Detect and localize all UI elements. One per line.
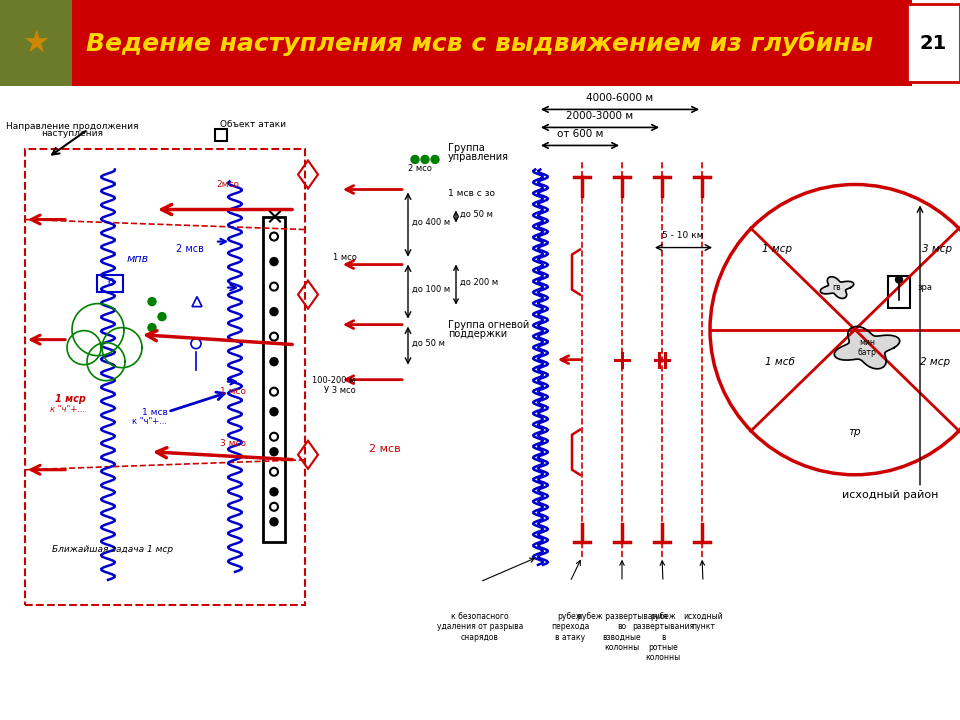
Bar xyxy=(215,130,227,141)
Circle shape xyxy=(896,276,902,283)
Text: до 400 м: до 400 м xyxy=(412,217,450,227)
Text: 2 мср: 2 мср xyxy=(920,356,950,366)
Text: б: б xyxy=(107,278,113,287)
Circle shape xyxy=(270,358,278,366)
Text: до 200 м: до 200 м xyxy=(460,278,498,287)
Circle shape xyxy=(431,156,439,163)
Text: рубеж развертывания
во
взводные
колонны: рубеж развертывания во взводные колонны xyxy=(577,612,667,652)
Text: 2 мсв: 2 мсв xyxy=(176,243,204,253)
FancyBboxPatch shape xyxy=(907,4,960,82)
Text: мин
батр: мин батр xyxy=(857,338,876,357)
Text: тр: тр xyxy=(849,427,861,437)
Circle shape xyxy=(411,156,419,163)
Text: 1 мсо: 1 мсо xyxy=(220,387,246,396)
Text: до 100 м: до 100 м xyxy=(412,284,450,294)
Text: 2 мсо: 2 мсо xyxy=(408,164,432,174)
Text: управления: управления xyxy=(448,153,509,163)
Text: рубеж
развертывания
в
ротные
колонны: рубеж развертывания в ротные колонны xyxy=(632,612,694,662)
Circle shape xyxy=(148,323,156,332)
Text: Ведение наступления мсв с выдвижением из глубины: Ведение наступления мсв с выдвижением из… xyxy=(86,31,874,55)
Polygon shape xyxy=(834,326,900,369)
Text: Группа: Группа xyxy=(448,143,485,153)
Bar xyxy=(263,217,285,542)
Text: 4000-6000 м: 4000-6000 м xyxy=(587,94,654,104)
Text: 3 мсо: 3 мсо xyxy=(220,438,246,448)
Text: 5 - 10 км: 5 - 10 км xyxy=(662,230,704,240)
Text: 1 мсв: 1 мсв xyxy=(142,408,168,417)
Text: гв: гв xyxy=(832,283,841,292)
Bar xyxy=(97,274,123,292)
Text: 1 мсв с зо: 1 мсв с зо xyxy=(448,189,495,197)
Text: 1 мср: 1 мср xyxy=(55,394,85,404)
Text: 2мсо: 2мсо xyxy=(217,181,239,189)
Circle shape xyxy=(270,448,278,456)
FancyBboxPatch shape xyxy=(0,0,72,86)
Text: до 50 м: до 50 м xyxy=(460,210,492,219)
Circle shape xyxy=(270,408,278,415)
Text: Направление продолжения: Направление продолжения xyxy=(6,122,138,132)
Text: мпв: мпв xyxy=(127,253,149,264)
Text: 3 мср: 3 мср xyxy=(922,243,952,253)
Text: исходный район: исходный район xyxy=(842,490,938,500)
Text: к "ч"+...: к "ч"+... xyxy=(50,405,85,414)
Text: Ближайшая задача 1 мср: Ближайшая задача 1 мср xyxy=(52,545,173,554)
Bar xyxy=(888,276,910,307)
Text: наступления: наступления xyxy=(41,130,103,138)
Text: 21: 21 xyxy=(920,34,947,53)
Circle shape xyxy=(270,518,278,526)
Text: рубеж
перехода
в атаку: рубеж перехода в атаку xyxy=(551,612,589,642)
Text: 1 мср: 1 мср xyxy=(762,243,792,253)
Text: исходный
пункт: исходный пункт xyxy=(684,612,723,631)
Text: от 600 м: от 600 м xyxy=(557,130,603,140)
Circle shape xyxy=(270,258,278,266)
Text: 1 мсб: 1 мсб xyxy=(765,356,795,366)
Text: Группа огневой: Группа огневой xyxy=(448,320,529,330)
Text: зра: зра xyxy=(917,282,932,292)
Text: к "ч"+...: к "ч"+... xyxy=(132,417,167,426)
Circle shape xyxy=(270,487,278,496)
Text: ★: ★ xyxy=(22,29,50,58)
Text: Объект атаки: Объект атаки xyxy=(220,120,286,130)
Text: 100-200 м: 100-200 м xyxy=(312,376,355,384)
Text: У 3 мсо: У 3 мсо xyxy=(324,386,356,395)
Circle shape xyxy=(148,297,156,305)
Text: поддержки: поддержки xyxy=(448,328,507,338)
Circle shape xyxy=(158,312,166,320)
Text: к безопасного
удаления от разрыва
снарядов: к безопасного удаления от разрыва снаряд… xyxy=(437,612,523,642)
Text: до 50 м: до 50 м xyxy=(412,338,444,348)
Text: 2000-3000 м: 2000-3000 м xyxy=(566,112,634,122)
Text: 1 мсо: 1 мсо xyxy=(333,253,357,261)
Circle shape xyxy=(421,156,429,163)
Polygon shape xyxy=(820,276,853,299)
Text: 2 мсв: 2 мсв xyxy=(370,444,401,454)
Circle shape xyxy=(270,307,278,315)
FancyBboxPatch shape xyxy=(72,0,912,86)
